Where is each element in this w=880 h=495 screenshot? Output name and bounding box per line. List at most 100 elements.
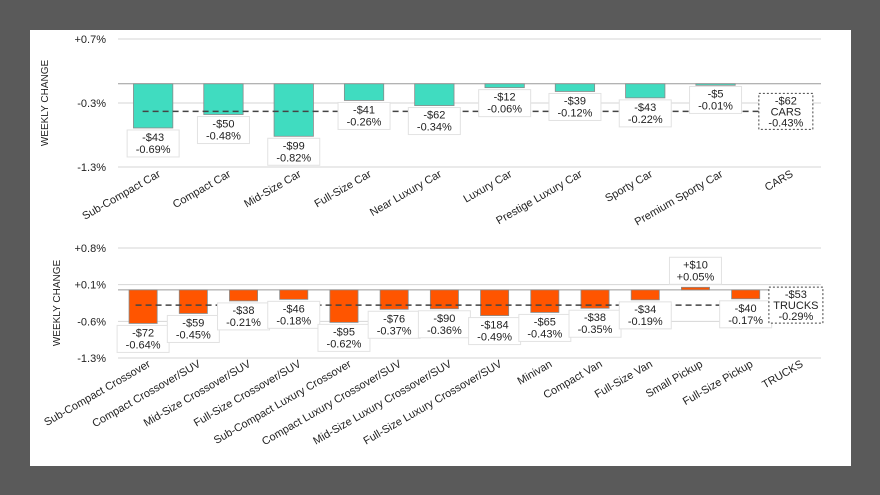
data-label-box bbox=[668, 256, 722, 285]
data-label-pct: -0.18% bbox=[276, 315, 311, 327]
data-label-box bbox=[518, 313, 572, 342]
x-tick-label: Sub-Compact Car bbox=[80, 168, 163, 223]
data-label-pct: -0.12% bbox=[558, 107, 593, 119]
y-axis-label: WEEKLY CHANGE bbox=[40, 60, 51, 147]
data-label-box bbox=[618, 99, 672, 128]
y-tick-label: +0.1% bbox=[75, 280, 107, 292]
y-tick-label: -0.6% bbox=[77, 316, 106, 328]
data-label-box bbox=[618, 301, 672, 330]
data-label-pct: -0.37% bbox=[377, 325, 412, 337]
data-label-usd: -$65 bbox=[534, 316, 556, 328]
x-tick-label: Luxury Car bbox=[462, 168, 515, 205]
bar bbox=[343, 83, 385, 101]
data-label-box bbox=[166, 314, 220, 343]
data-label-box bbox=[267, 137, 321, 166]
x-tick-label: Mid-Size Car bbox=[242, 168, 303, 210]
data-label-usd: -$40 bbox=[735, 303, 757, 315]
total-label-usd: -$62 bbox=[775, 95, 797, 107]
bar bbox=[695, 83, 736, 86]
y-tick-label: -0.3% bbox=[77, 98, 106, 110]
data-label-usd: -$72 bbox=[132, 327, 154, 339]
data-label-pct: -0.64% bbox=[126, 339, 161, 351]
data-label-pct: -0.49% bbox=[477, 332, 512, 344]
y-tick-label: +0.8% bbox=[75, 243, 107, 255]
data-label-usd: -$38 bbox=[233, 305, 255, 317]
bar bbox=[580, 289, 610, 309]
x-tick-label: TRUCKS bbox=[760, 358, 805, 391]
data-label-pct: -0.36% bbox=[427, 325, 462, 337]
data-label-pct: +0.05% bbox=[677, 271, 715, 283]
data-label-usd: -$38 bbox=[584, 312, 606, 324]
bar bbox=[554, 83, 596, 92]
y-tick-label: -1.3% bbox=[77, 353, 106, 365]
data-label-pct: -0.43% bbox=[527, 328, 562, 340]
data-label-usd: -$39 bbox=[564, 95, 586, 107]
data-label-usd: -$5 bbox=[708, 88, 724, 100]
data-label-pct: -0.35% bbox=[578, 324, 613, 336]
data-label-pct: -0.22% bbox=[628, 114, 663, 126]
bar bbox=[484, 83, 525, 89]
data-label-box bbox=[417, 310, 471, 339]
data-label-box bbox=[548, 92, 602, 121]
bar bbox=[731, 289, 761, 300]
bar bbox=[329, 289, 359, 323]
bar bbox=[178, 289, 208, 314]
x-tick-label: Compact Car bbox=[171, 168, 233, 211]
cars-chart: WEEKLY CHANGE+0.7%-0.3%-1.3%-$43-0.69%-$… bbox=[40, 34, 821, 228]
x-tick-label: Near Luxury Car bbox=[368, 168, 444, 219]
data-label-usd: -$99 bbox=[283, 140, 305, 152]
x-tick-label: Sporty Car bbox=[603, 168, 655, 205]
data-label-pct: -0.26% bbox=[347, 116, 382, 128]
data-label-usd: -$34 bbox=[634, 304, 656, 316]
bar bbox=[630, 289, 660, 301]
data-label-usd: -$41 bbox=[353, 104, 375, 116]
bar bbox=[203, 83, 244, 115]
bar bbox=[414, 83, 455, 106]
data-label-pct: -0.69% bbox=[136, 144, 171, 156]
data-label-pct: -0.45% bbox=[176, 329, 211, 341]
bar bbox=[530, 289, 560, 313]
bar bbox=[273, 83, 314, 137]
data-label-box bbox=[367, 310, 421, 339]
data-label-usd: -$12 bbox=[494, 92, 516, 104]
data-label-usd: -$59 bbox=[182, 317, 204, 329]
bar bbox=[480, 289, 510, 316]
charts-svg: WEEKLY CHANGE+0.7%-0.3%-1.3%-$43-0.69%-$… bbox=[40, 34, 824, 448]
data-label-usd: -$184 bbox=[481, 320, 509, 332]
data-label-usd: -$62 bbox=[423, 110, 445, 122]
bar bbox=[429, 289, 459, 310]
data-label-pct: -0.19% bbox=[628, 316, 663, 328]
data-label-box bbox=[267, 300, 321, 329]
total-label-usd: -$53 bbox=[785, 289, 807, 301]
data-label-pct: -0.34% bbox=[417, 122, 452, 134]
data-label-usd: -$95 bbox=[333, 326, 355, 338]
data-label-box bbox=[196, 116, 250, 145]
bar bbox=[681, 286, 710, 291]
x-tick-label: Minivan bbox=[515, 358, 554, 387]
data-label-box bbox=[478, 89, 532, 118]
data-label-usd: -$43 bbox=[634, 102, 656, 114]
data-label-usd: -$43 bbox=[142, 132, 164, 144]
y-tick-label: +0.7% bbox=[75, 34, 107, 46]
y-tick-label: -1.3% bbox=[77, 162, 106, 174]
data-label-pct: -0.01% bbox=[698, 100, 733, 112]
bar bbox=[229, 289, 258, 302]
data-label-box bbox=[468, 317, 522, 346]
bar bbox=[128, 289, 158, 324]
data-label-box bbox=[719, 300, 773, 329]
data-label-pct: -0.62% bbox=[327, 338, 362, 350]
data-label-pct: -0.06% bbox=[487, 104, 522, 116]
data-label-usd: +$10 bbox=[683, 259, 708, 271]
x-tick-label: CARS bbox=[763, 168, 795, 194]
data-label-pct: -0.21% bbox=[226, 317, 261, 329]
total-label-pct: -0.43% bbox=[768, 117, 803, 129]
trucks-chart: WEEKLY CHANGE+0.8%+0.1%-0.6%-1.3%-$72-0.… bbox=[42, 243, 824, 448]
x-tick-label: Full-Size Car bbox=[312, 168, 373, 210]
bar bbox=[379, 289, 409, 310]
total-label-box bbox=[758, 92, 814, 130]
data-label-box bbox=[116, 324, 170, 353]
data-label-box bbox=[407, 107, 461, 136]
y-axis-label: WEEKLY CHANGE bbox=[52, 260, 63, 347]
data-label-pct: -0.82% bbox=[276, 152, 311, 164]
data-label-usd: -$50 bbox=[212, 119, 234, 131]
